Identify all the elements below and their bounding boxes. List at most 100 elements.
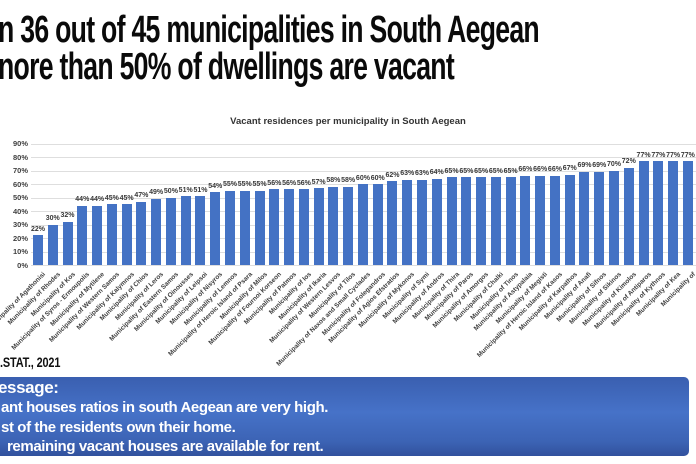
bar — [402, 179, 413, 265]
bar — [121, 204, 132, 265]
bar — [92, 205, 103, 265]
bar — [62, 221, 73, 265]
bar — [623, 167, 634, 265]
bar-value-label: 47% — [134, 192, 149, 200]
bar-value-label: 22% — [30, 225, 45, 233]
bar-value-label: 56% — [296, 179, 311, 187]
y-tick-label: 20% — [12, 233, 28, 243]
bar-value-label: 77% — [680, 151, 695, 159]
bar — [668, 161, 679, 265]
y-tick-label: 80% — [12, 152, 28, 162]
bar — [225, 190, 235, 265]
bar — [328, 186, 339, 265]
bar-value-label: 60% — [355, 174, 370, 182]
bar — [638, 161, 649, 265]
y-tick-label: 90% — [12, 139, 28, 148]
bar — [431, 178, 442, 265]
bar — [372, 184, 383, 265]
bar-value-label: 69% — [577, 162, 592, 170]
bar-value-label: 77% — [666, 151, 681, 159]
bar — [33, 235, 43, 265]
bar-value-label: 60% — [370, 174, 385, 182]
gridline — [31, 157, 696, 158]
bar-value-label: 56% — [267, 179, 282, 187]
bar-value-label: 54% — [208, 182, 223, 190]
bar — [446, 177, 457, 265]
chart-title: Vacant residences per municipality in So… — [230, 116, 466, 127]
gridline — [31, 170, 696, 172]
bar — [195, 196, 206, 265]
bar-value-label: 65% — [444, 167, 459, 175]
bar — [210, 192, 221, 265]
key-message-heading: essage: — [0, 378, 59, 397]
bar-value-label: 58% — [326, 177, 341, 185]
bar-value-label: 65% — [503, 167, 518, 175]
bar — [269, 189, 280, 265]
bar-value-label: 67% — [562, 165, 577, 173]
bar-value-label: 57% — [311, 178, 326, 186]
key-message-box: essage: ant houses ratios in south Aegea… — [0, 377, 689, 456]
bar-value-label: 72% — [621, 158, 636, 166]
bar — [106, 204, 117, 265]
bar — [490, 177, 501, 265]
bar-value-label: 50% — [163, 188, 178, 195]
gridline — [31, 265, 696, 266]
bar — [298, 189, 309, 265]
bar-value-label: 45% — [104, 194, 119, 202]
bar-value-label: 49% — [149, 189, 164, 197]
bar — [77, 205, 88, 265]
bar — [609, 170, 620, 265]
y-tick-label: 50% — [12, 193, 28, 202]
bar-value-label: 51% — [178, 186, 193, 194]
bar-value-label: 58% — [341, 177, 356, 185]
bar — [387, 181, 398, 265]
bar — [151, 198, 162, 265]
bar-value-label: 66% — [533, 166, 548, 174]
y-tick-label: 70% — [12, 166, 28, 175]
y-tick-label: 10% — [12, 247, 28, 256]
bar-value-label: 65% — [474, 167, 489, 175]
gridline — [31, 143, 696, 145]
key-message-line: st of the residents own their home. — [1, 418, 236, 436]
page-title: n 36 out of 45 municipalities in South A… — [0, 11, 696, 88]
key-message-line: remaining vacant houses are available fo… — [7, 438, 324, 455]
source-note: .STAT., 2021 — [0, 354, 61, 370]
bar-value-label: 30% — [45, 215, 60, 222]
bar — [180, 196, 191, 265]
bar — [505, 177, 516, 265]
bar — [549, 175, 560, 265]
bar-value-label: 77% — [636, 151, 651, 159]
bar — [476, 177, 487, 265]
bar-value-label: 55% — [237, 181, 252, 189]
bar — [239, 190, 250, 265]
y-tick-label: 40% — [12, 206, 28, 216]
bar — [254, 190, 265, 265]
bar — [47, 224, 58, 265]
headline-line-2: nore than 50% of dwellings are vacant — [0, 46, 455, 88]
bar-value-label: 66% — [518, 166, 533, 174]
bar-value-label: 56% — [282, 179, 297, 187]
bar-value-label: 63% — [415, 170, 430, 178]
bar — [284, 189, 295, 265]
bar — [313, 188, 324, 265]
bar — [564, 174, 575, 265]
bar — [594, 171, 605, 265]
bar-value-label: 62% — [385, 171, 400, 179]
bar — [417, 179, 428, 265]
bar — [343, 186, 354, 265]
bar — [682, 161, 693, 265]
bar-value-label: 66% — [547, 166, 562, 174]
bar-value-label: 45% — [119, 194, 134, 202]
bar — [653, 161, 664, 265]
y-tick-label: 0% — [17, 260, 28, 270]
bar-value-label: 55% — [222, 181, 237, 189]
bar — [461, 177, 472, 265]
bar-value-label: 51% — [193, 186, 208, 194]
bar-value-label: 44% — [90, 196, 105, 204]
bar-value-label: 63% — [400, 170, 415, 178]
bar — [535, 175, 546, 265]
bar — [136, 201, 147, 265]
bar-value-label: 70% — [607, 161, 622, 168]
bar — [520, 175, 531, 265]
